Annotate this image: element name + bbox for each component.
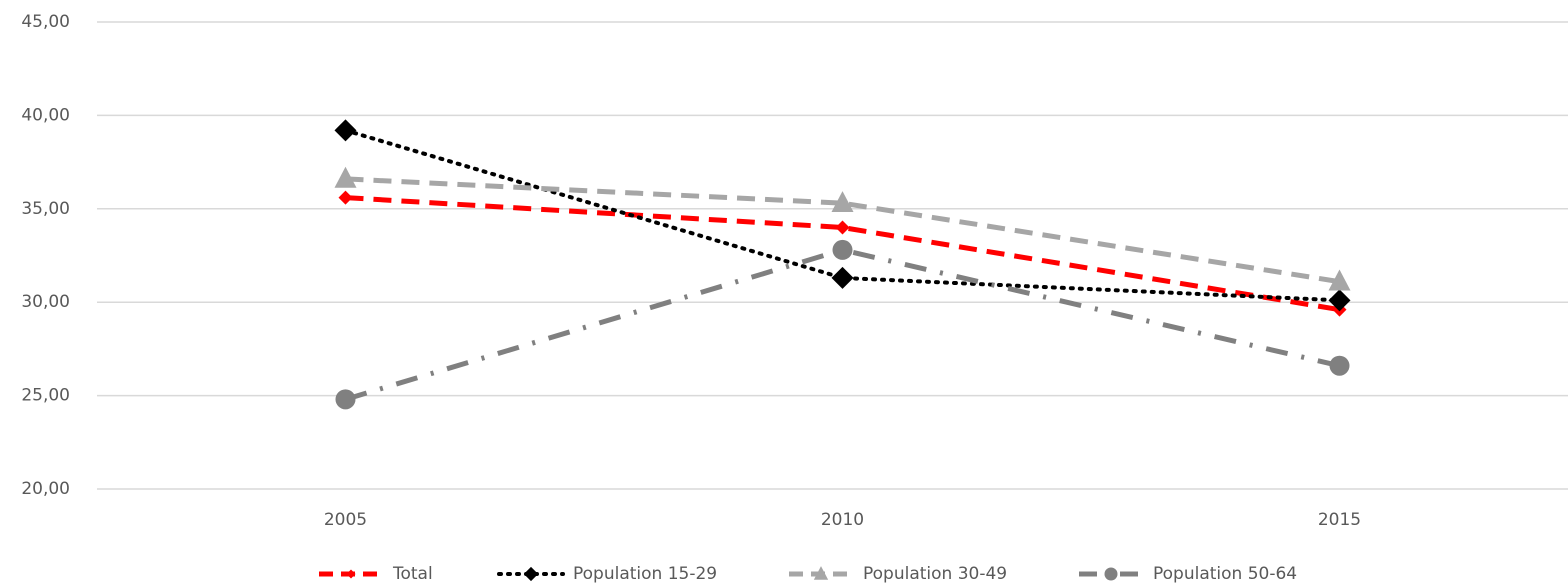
data-point <box>1328 289 1351 312</box>
series-line <box>343 128 1342 303</box>
data-point <box>831 191 854 212</box>
y-tick-label: 30,00 <box>21 292 70 312</box>
legend-marker <box>523 566 539 582</box>
legend-label: Population 15-29 <box>573 564 717 584</box>
data-point <box>835 220 850 235</box>
data-point <box>334 119 357 142</box>
series-line <box>344 247 1341 402</box>
legend-marker <box>1104 567 1118 581</box>
y-tick-label: 45,00 <box>21 12 70 32</box>
data-point <box>831 266 854 289</box>
legend-label: Total <box>392 564 433 584</box>
y-tick-label: 35,00 <box>21 199 70 219</box>
y-tick-label: 40,00 <box>21 105 70 125</box>
x-tick-label: 2015 <box>1318 510 1361 530</box>
data-point <box>338 190 353 205</box>
x-tick-label: 2010 <box>821 510 864 530</box>
y-tick-label: 20,00 <box>21 479 70 499</box>
legend-label: Population 50-64 <box>1153 564 1297 584</box>
legend-label: Population 30-49 <box>863 564 1007 584</box>
y-tick-label: 25,00 <box>21 386 70 406</box>
data-point <box>335 389 356 410</box>
legend-marker <box>813 566 829 580</box>
data-point <box>1329 355 1350 376</box>
data-point <box>334 166 357 188</box>
data-point <box>832 239 853 260</box>
x-tick-label: 2005 <box>324 510 367 530</box>
data-point <box>1328 269 1351 291</box>
legend-marker <box>346 569 356 579</box>
